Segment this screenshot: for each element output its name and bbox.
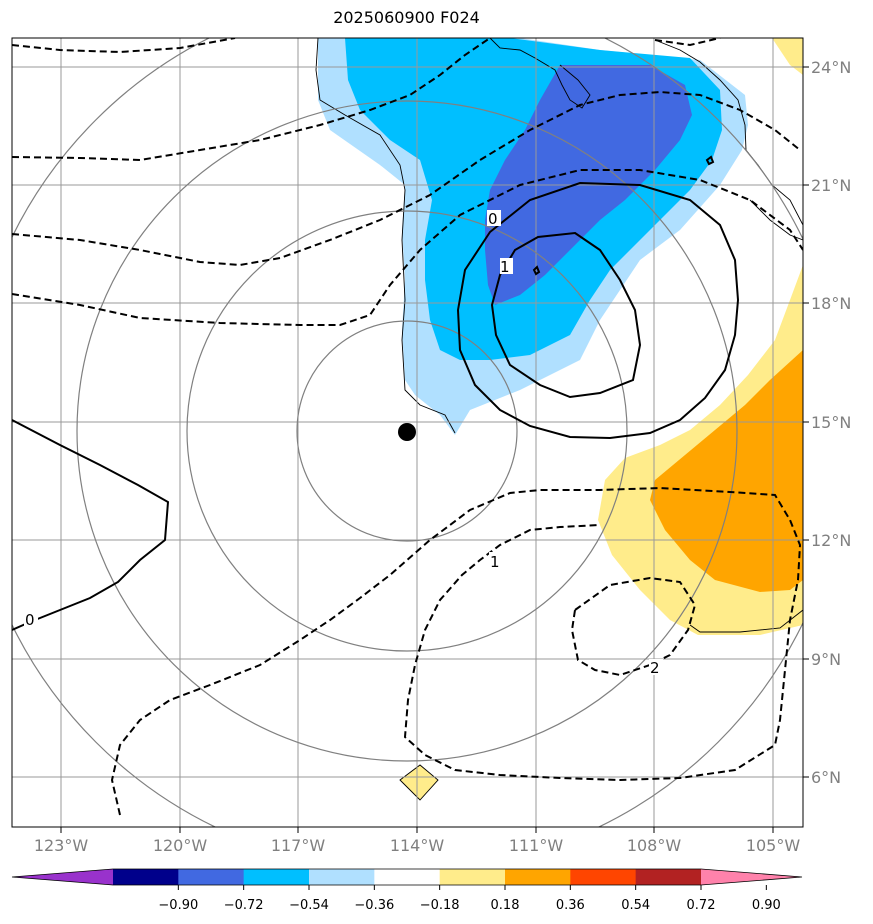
map-title: 2025060900 F024 <box>333 8 480 27</box>
contour-label-zero-west: 0 <box>25 611 35 629</box>
colorbar-bin <box>374 869 441 885</box>
lon-label: 123°W <box>34 836 89 855</box>
lon-label: 108°W <box>627 836 682 855</box>
graticule <box>12 38 803 827</box>
colorbar-bin <box>570 869 637 885</box>
colorbar-tick-label: 0.54 <box>621 898 650 913</box>
colorbar-extend-max <box>701 869 802 885</box>
lat-label: 15°N <box>811 413 851 432</box>
latitude-labels: 24°N 21°N 18°N 15°N 12°N 9°N 6°N <box>811 58 851 787</box>
contour-label-zero-north: 0 <box>488 210 498 228</box>
lon-label: 111°W <box>509 836 564 855</box>
colorbar-bin <box>635 869 702 885</box>
colorbar-bin <box>505 869 571 885</box>
colorbar-bin <box>439 869 506 885</box>
range-rings <box>12 38 803 827</box>
colorbar-tick-label: −0.72 <box>224 898 264 913</box>
colorbar-tick-label: −0.90 <box>158 898 198 913</box>
colorbar-bin <box>309 869 375 885</box>
lon-label: 117°W <box>271 836 326 855</box>
colorbar-bin <box>178 869 245 885</box>
dashed-contours <box>12 38 803 816</box>
colorbar-extend-min <box>12 869 113 885</box>
colorbar: −0.90 −0.72 −0.54 −0.36 −0.18 0.18 0.36 0.54 0.7… <box>11 868 803 913</box>
lat-label: 9°N <box>811 650 841 669</box>
lon-label: 114°W <box>390 836 445 855</box>
axis-ticks <box>60 66 809 833</box>
colorbar-bin <box>113 869 179 885</box>
contour-label-one-north: 1 <box>500 258 510 276</box>
colorbar-tick-label: 0.72 <box>687 898 716 913</box>
colorbar-bin <box>243 869 310 885</box>
lat-label: 21°N <box>811 176 851 195</box>
lat-label: 24°N <box>811 58 851 77</box>
lat-label: 6°N <box>811 768 841 787</box>
lon-label: 120°W <box>153 836 208 855</box>
shading-positive <box>400 38 803 800</box>
colorbar-tick-label: 0.36 <box>556 898 585 913</box>
lat-label: 18°N <box>811 294 851 313</box>
colorbar-tick-label: 0.18 <box>491 898 520 913</box>
longitude-labels: 123°W 120°W 117°W 114°W 111°W 108°W 105°… <box>34 836 801 855</box>
contour-labels: 0 0 1 1 2 <box>24 210 663 677</box>
contour-label-two-south: 2 <box>650 659 660 677</box>
map-content: 0 0 1 1 2 <box>12 38 803 827</box>
contour-label-one-south: 1 <box>490 553 500 571</box>
colorbar-tick-label: −0.36 <box>354 898 394 913</box>
lat-label: 12°N <box>811 531 851 550</box>
colorbar-tick-label: 0.90 <box>752 898 781 913</box>
map-frame <box>11 37 804 828</box>
colorbar-outline <box>11 868 803 886</box>
storm-center-marker <box>398 423 416 441</box>
colorbar-tick-label: −0.54 <box>289 898 329 913</box>
lon-label: 105°W <box>746 836 801 855</box>
colorbar-tick-label: −0.18 <box>420 898 460 913</box>
